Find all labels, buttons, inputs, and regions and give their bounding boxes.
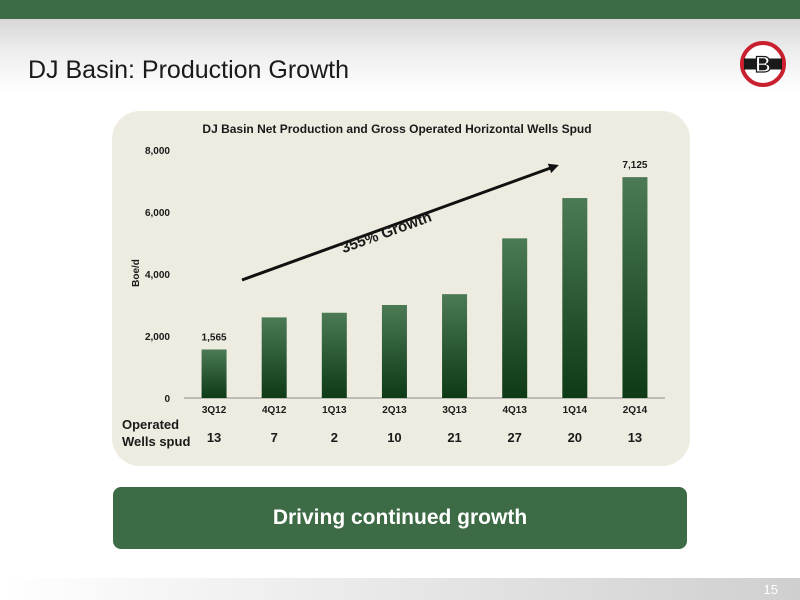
operated-wells-label: Operated Wells spud	[122, 416, 190, 450]
chart-panel	[112, 111, 690, 466]
footer-bar	[0, 578, 800, 600]
wells-spud-value: 21	[447, 430, 461, 445]
wells-spud-value: 7	[271, 430, 278, 445]
x-tick-label: 2Q13	[382, 405, 407, 416]
banner-text: Driving continued growth	[272, 506, 528, 529]
data-label: 7,125	[622, 160, 647, 171]
b-logo-icon: B	[740, 41, 786, 87]
bar	[442, 294, 468, 398]
bar	[321, 312, 347, 398]
chart-title: DJ Basin Net Production and Gross Operat…	[202, 122, 591, 136]
operated-label-line2: Wells spud	[122, 434, 191, 449]
wells-spud-value: 13	[207, 430, 221, 445]
y-tick-label: 6,000	[145, 208, 170, 219]
operated-label-line1: Operated	[122, 417, 180, 432]
x-tick-label: 3Q12	[202, 405, 227, 416]
bar	[562, 198, 588, 398]
x-tick-label: 4Q12	[262, 405, 287, 416]
y-tick-label: 0	[164, 394, 170, 405]
wells-spud-value: 27	[507, 430, 521, 445]
wells-spud-value: 20	[568, 430, 582, 445]
top-accent-bar	[0, 0, 800, 19]
x-tick-label: 1Q13	[322, 405, 347, 416]
y-tick-label: 2,000	[145, 332, 170, 343]
growth-banner: Driving continued growth	[113, 487, 687, 549]
bar	[381, 305, 407, 398]
wells-spud-value: 10	[387, 430, 401, 445]
x-tick-label: 3Q13	[442, 405, 467, 416]
y-tick-label: 4,000	[145, 270, 170, 281]
x-tick-label: 4Q13	[502, 405, 527, 416]
bar	[261, 317, 287, 398]
logo-letter: B	[755, 52, 771, 77]
x-tick-label: 1Q14	[563, 405, 588, 416]
wells-spud-value: 13	[628, 430, 642, 445]
x-tick-label: 2Q14	[623, 405, 648, 416]
page-title: DJ Basin: Production Growth	[28, 56, 349, 84]
y-axis-label: Boe/d	[131, 259, 142, 287]
bar	[502, 238, 528, 398]
title-band	[0, 19, 800, 93]
growth-arrow	[241, 163, 559, 282]
wells-spud-value: 2	[331, 430, 338, 445]
y-tick-label: 8,000	[145, 146, 170, 157]
growth-annotation: 355% Growth	[339, 209, 434, 257]
data-label: 1,565	[202, 332, 227, 343]
page-number: 15	[763, 582, 778, 597]
bar	[622, 177, 648, 398]
bar	[201, 349, 227, 398]
